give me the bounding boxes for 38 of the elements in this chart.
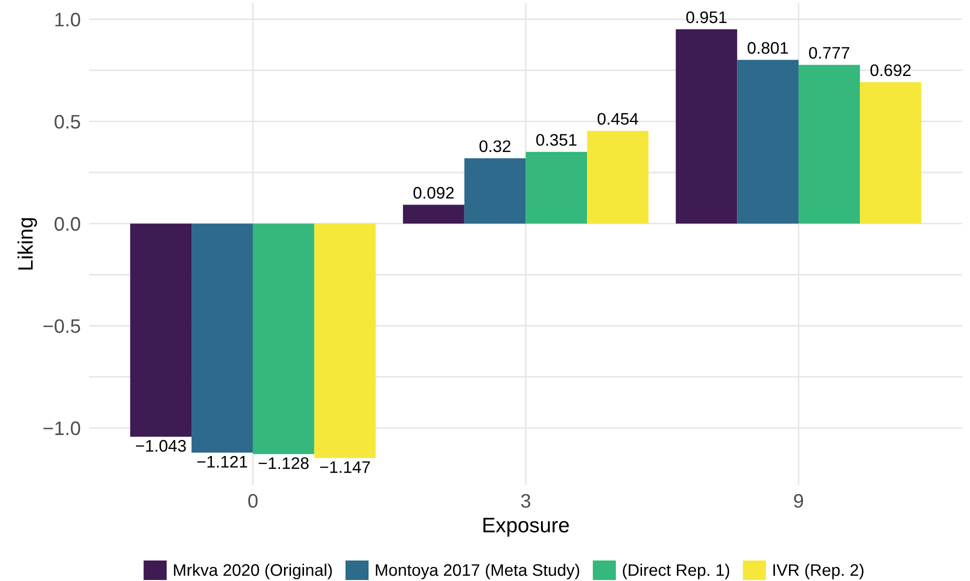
- legend-label: IVR (Rep. 2): [773, 564, 864, 580]
- bar: [314, 224, 376, 458]
- bar: [737, 60, 799, 224]
- x-tick-label: 9: [794, 494, 804, 508]
- data-label: 0.092: [413, 186, 454, 199]
- bar: [860, 82, 922, 224]
- data-label: 0.801: [748, 42, 788, 54]
- data-label: 0.777: [809, 46, 850, 59]
- x-tick-label: 3: [521, 494, 530, 508]
- legend-label: Montoya 2017 (Meta Study): [376, 564, 580, 580]
- x-tick-label: 0: [248, 494, 258, 508]
- y-axis-title: Liking: [18, 218, 37, 270]
- data-label: −1.147: [320, 461, 370, 473]
- y-tick-label: −0.5: [43, 319, 80, 333]
- data-label: −1.128: [258, 457, 309, 470]
- bar: [587, 130, 649, 224]
- bar: [526, 152, 588, 224]
- data-label: 0.692: [870, 64, 911, 76]
- bar: [192, 224, 253, 453]
- data-label: −1.121: [197, 456, 248, 468]
- bar: [798, 64, 860, 224]
- x-axis-title: Exposure: [483, 518, 569, 537]
- bar: [676, 29, 738, 224]
- data-label: 0.454: [598, 112, 638, 125]
- legend-label: Mrkva 2020 (Original): [174, 564, 332, 580]
- data-label: 0.951: [686, 11, 727, 24]
- bar: [402, 204, 464, 224]
- y-tick-label: −1.0: [43, 421, 80, 436]
- data-label: −1.043: [136, 440, 186, 452]
- y-tick-label: 0.5: [54, 114, 80, 129]
- data-label: 0.32: [479, 140, 510, 152]
- bar: [252, 224, 314, 454]
- y-tick-label: 0.0: [54, 217, 80, 231]
- y-tick-label: 1.0: [55, 12, 80, 26]
- bar: [464, 158, 526, 224]
- legend-label: (Direct Rep. 1): [622, 564, 730, 580]
- data-label: 0.351: [536, 134, 576, 146]
- bar: [130, 224, 192, 437]
